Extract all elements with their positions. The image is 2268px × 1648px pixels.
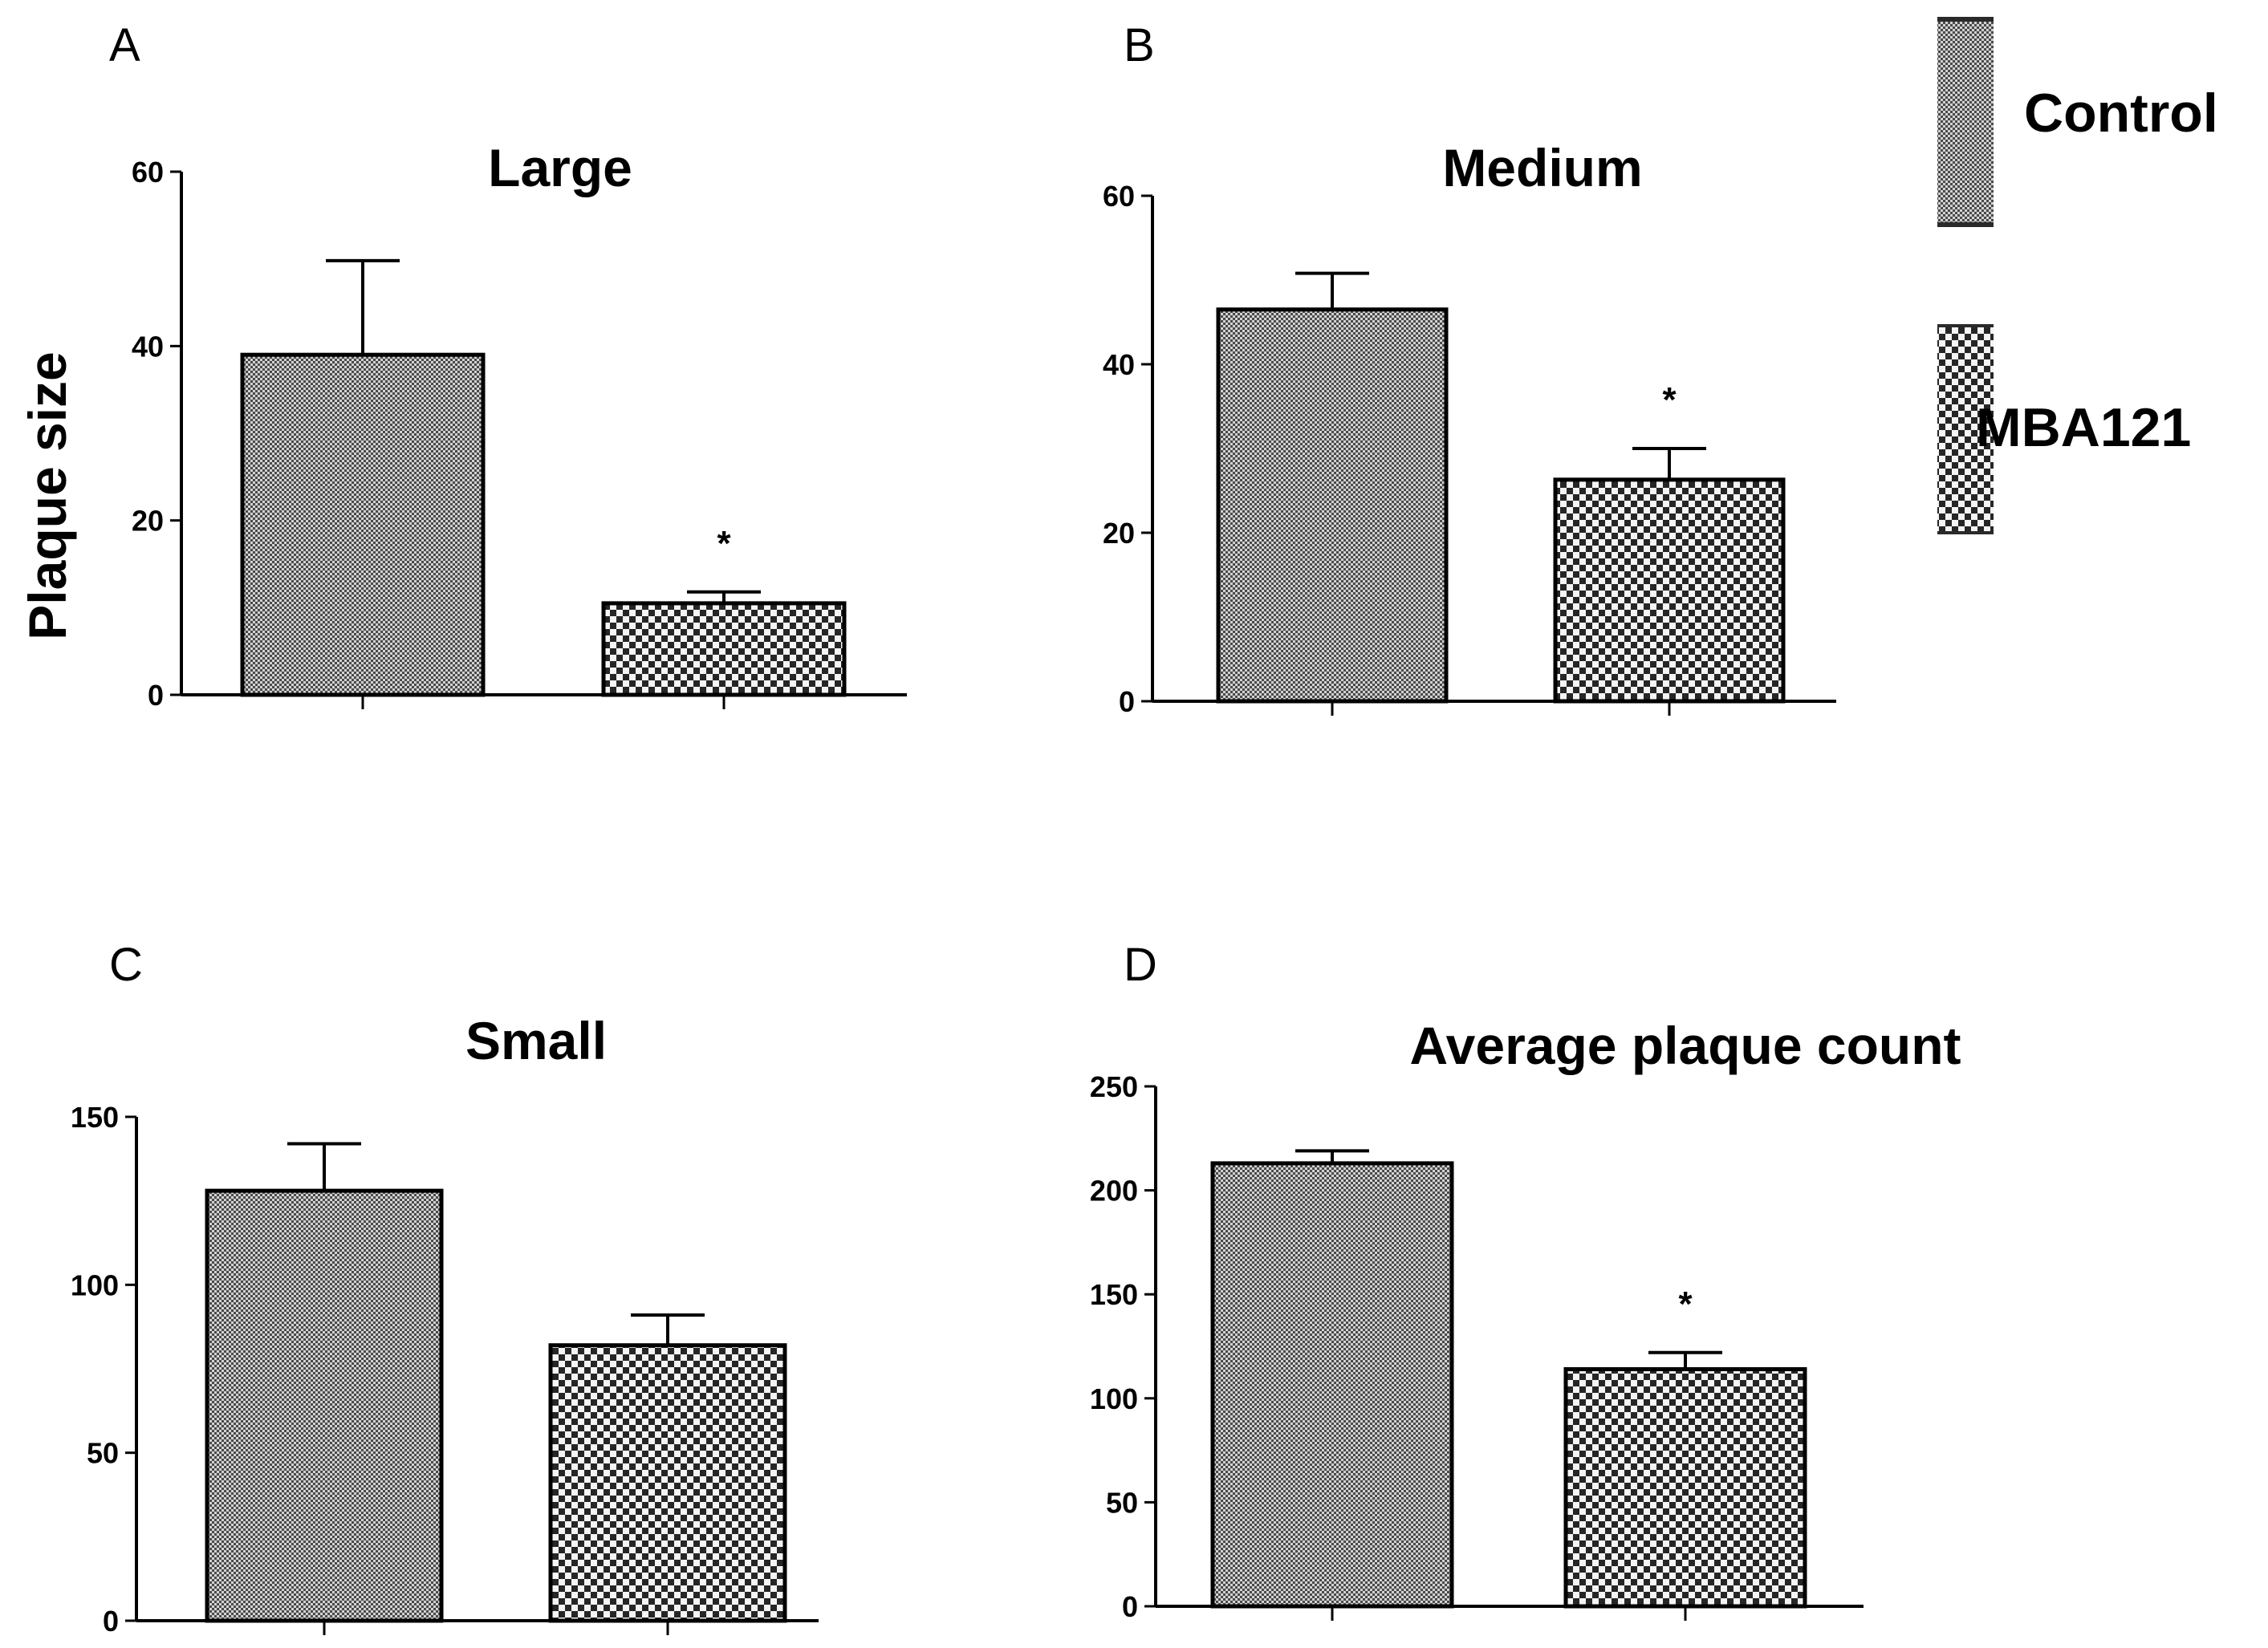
chart-title-d: Average plaque count <box>1409 1016 1961 1075</box>
significance-marker: * <box>1662 380 1677 420</box>
bar-control <box>205 1188 444 1623</box>
panel-c: C Small 0 50 100 150 <box>71 939 819 1638</box>
y-tick-label: 50 <box>1106 1486 1138 1519</box>
significance-marker: * <box>717 524 731 563</box>
y-tick-label: 60 <box>132 156 164 189</box>
legend-item-mba121: MBA121 <box>1937 324 2191 534</box>
chart-title-a: Large <box>488 138 632 197</box>
y-tick-label: 50 <box>87 1437 119 1470</box>
y-tick-label: 200 <box>1090 1175 1138 1208</box>
bar-mba121 <box>1563 1367 1807 1609</box>
y-tick-label: 250 <box>1090 1070 1138 1103</box>
legend-item-control: Control <box>1937 17 2218 227</box>
y-tick-label: 40 <box>1103 348 1135 381</box>
bar-control <box>1216 307 1449 704</box>
bar-mba121 <box>548 1343 787 1623</box>
y-tick-label: 20 <box>132 505 164 538</box>
plot-area-a: 0 20 40 60 * <box>132 156 907 712</box>
y-tick-label: 60 <box>1103 180 1135 213</box>
panel-label-c: C <box>109 939 143 991</box>
legend-swatch-control <box>1937 18 1994 226</box>
plot-area-c: 0 50 100 150 <box>71 1101 819 1638</box>
legend-label-control: Control <box>2024 83 2218 144</box>
plot-area-b: 0 20 40 60 * <box>1103 180 1836 718</box>
bar-mba121 <box>1553 477 1786 704</box>
y-tick-label: 150 <box>1090 1278 1138 1311</box>
panel-label-d: D <box>1124 939 1157 991</box>
y-tick-label: 100 <box>1090 1382 1138 1415</box>
legend-swatch-mba121 <box>1937 324 1994 534</box>
y-tick-label: 0 <box>103 1605 119 1638</box>
y-tick-label: 0 <box>1119 685 1135 718</box>
panel-a: A Large Plaque size 0 20 40 60 * <box>18 19 907 712</box>
y-axis-label: Plaque size <box>18 351 77 640</box>
bar-control <box>240 352 486 697</box>
significance-marker: * <box>1678 1285 1693 1324</box>
y-tick-label: 100 <box>71 1268 119 1301</box>
bar-mba121 <box>601 601 847 697</box>
plot-area-d: 0 50 100 150 200 250 * <box>1090 1070 1864 1623</box>
panel-label-a: A <box>109 19 140 71</box>
y-tick-label: 40 <box>132 330 164 363</box>
y-tick-label: 150 <box>71 1101 119 1134</box>
y-tick-label: 0 <box>1122 1590 1138 1623</box>
panel-b: B Medium 0 20 40 60 * <box>1103 19 1836 718</box>
y-tick-label: 20 <box>1103 517 1135 550</box>
chart-title-b: Medium <box>1442 138 1642 197</box>
panel-d: D Average plaque count 0 50 100 150 200 250 * <box>1090 939 1961 1623</box>
y-tick-label: 0 <box>148 679 164 712</box>
panel-label-b: B <box>1124 19 1155 71</box>
bar-control <box>1210 1161 1454 1609</box>
legend: Control MBA121 <box>1937 17 2218 534</box>
legend-label-mba121: MBA121 <box>1976 397 2191 458</box>
chart-title-c: Small <box>465 1011 607 1070</box>
